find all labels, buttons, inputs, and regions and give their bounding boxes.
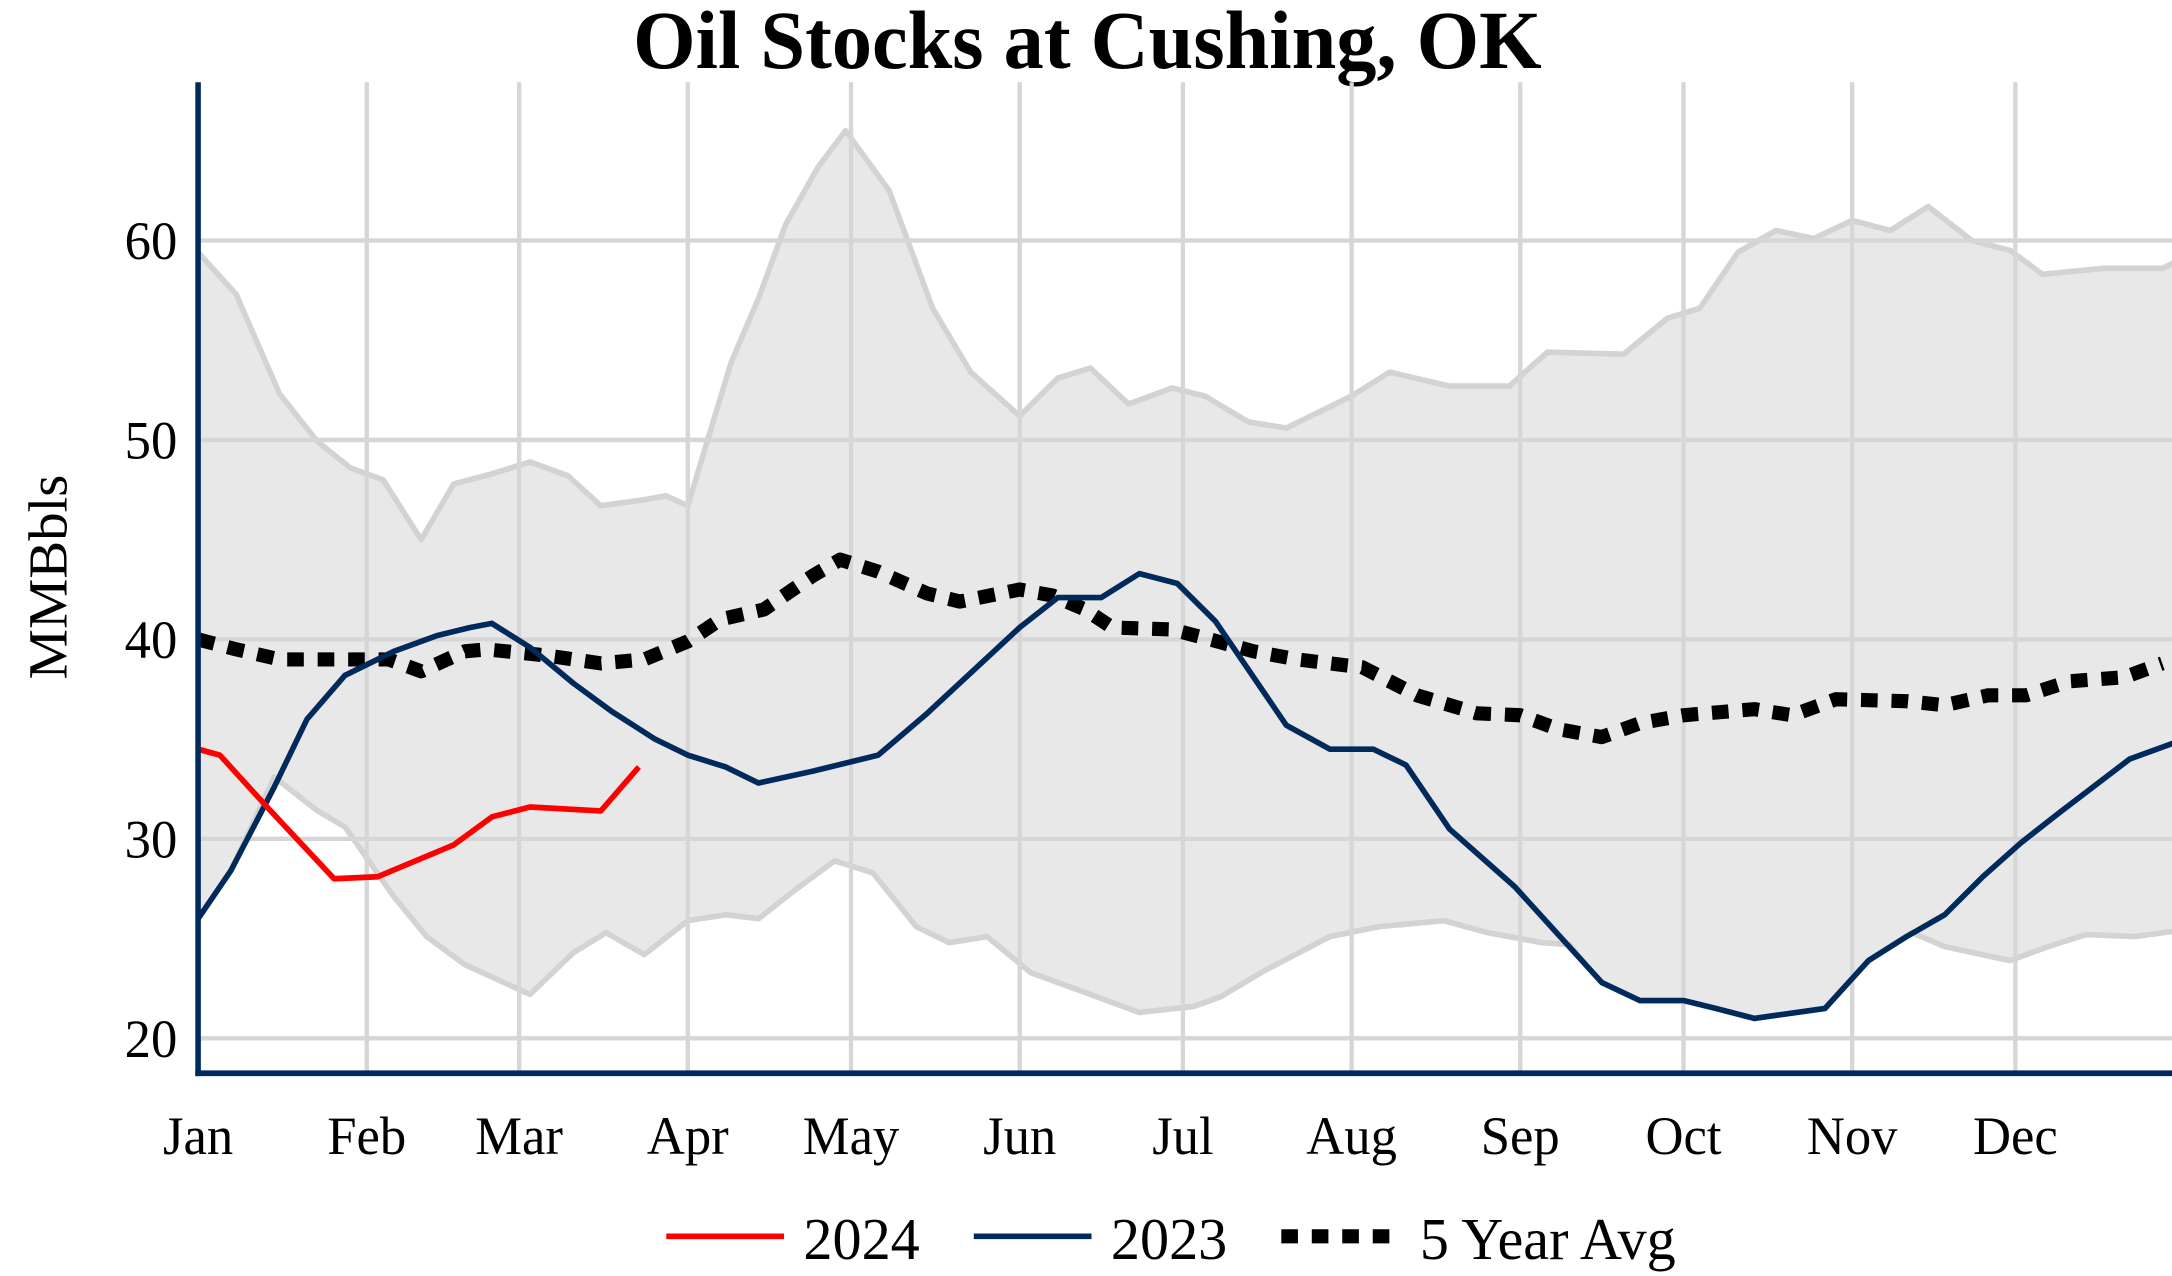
x-tick-label: Aug xyxy=(1306,1107,1397,1167)
y-axis-label: MMBbls xyxy=(18,475,79,680)
x-tick-label: Oct xyxy=(1646,1107,1722,1167)
x-tick-label: Jul xyxy=(1152,1107,1213,1167)
y-tick-label: 60 xyxy=(125,211,178,271)
series-line-avg xyxy=(198,552,2165,745)
x-tick-label: Sep xyxy=(1481,1107,1560,1167)
legend-label-5yr-avg: 5 Year Avg xyxy=(1420,1206,1676,1272)
y-tick-label: 20 xyxy=(125,1009,178,1069)
x-tick-label: Dec xyxy=(1973,1107,2058,1167)
series-line-2024 xyxy=(198,746,641,882)
legend: 2024 2023 5 Year Avg xyxy=(666,1206,1676,1272)
x-tick-label: Apr xyxy=(647,1107,729,1167)
series-line-2023 xyxy=(198,570,2172,1022)
legend-label-2024: 2024 xyxy=(803,1206,919,1272)
legend-label-2023: 2023 xyxy=(1111,1206,1227,1272)
tick-labels: 20 30 40 50 60 Jan Feb Mar Apr May Jun Jul Aug Sep Oct… xyxy=(125,211,2058,1166)
five-year-max-line xyxy=(198,127,2172,543)
y-tick-label: 40 xyxy=(125,610,178,670)
x-tick-label: May xyxy=(803,1107,900,1167)
five-year-range-band xyxy=(198,130,2172,1019)
x-tick-label: Feb xyxy=(327,1107,406,1167)
x-tick-label: Jun xyxy=(983,1107,1056,1167)
x-tick-label: Jan xyxy=(163,1107,233,1167)
x-tick-label: Mar xyxy=(475,1107,563,1167)
chart-title: Oil Stocks at Cushing, OK xyxy=(633,0,1541,86)
x-tick-label: Nov xyxy=(1807,1107,1898,1167)
y-tick-label: 50 xyxy=(125,411,178,471)
y-tick-label: 30 xyxy=(125,810,178,870)
plot-area xyxy=(198,82,2172,1074)
